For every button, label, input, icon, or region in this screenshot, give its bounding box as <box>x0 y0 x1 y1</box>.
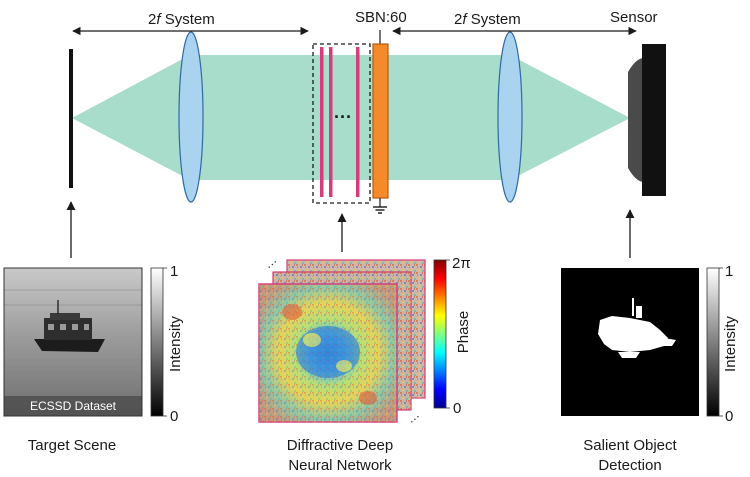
sensor-body <box>642 44 666 196</box>
intensity-colorbar-left: 1 0 Intensity <box>150 263 184 425</box>
phase-stack-dots-top: ··· <box>263 255 281 273</box>
salient-mask-shape <box>598 298 676 358</box>
system-left-label: 2f System <box>148 11 215 28</box>
sensor-face <box>628 58 644 182</box>
phase-colorbar: 2π 0 Phase <box>433 255 472 417</box>
intensity-colorbar-right: 1 0 Intensity <box>706 263 739 425</box>
boat-shape <box>34 300 105 352</box>
intensity-colorbar-left-gradient <box>150 267 164 417</box>
diffractive-mask-2 <box>329 47 333 197</box>
intensity-right-min: 0 <box>725 408 733 425</box>
salient-output-image <box>561 268 699 416</box>
lens-right <box>497 31 523 203</box>
d2nn-caption-line1: Diffractive Deep <box>287 437 393 454</box>
beam-collimated-section <box>190 55 510 180</box>
diffractive-layers: ··· <box>312 43 371 204</box>
sod-caption-line2: Detection <box>598 457 661 474</box>
sbn-crystal <box>372 30 389 214</box>
d2nn-caption-line2: Neural Network <box>288 457 392 474</box>
intensity-right-max: 1 <box>725 263 733 280</box>
dataset-label: ECSSD Dataset <box>30 399 117 413</box>
sensor-label: Sensor <box>610 9 658 26</box>
phase-mask-center-blob <box>282 304 377 405</box>
phase-min: 0 <box>453 400 461 417</box>
diffractive-mask-3 <box>356 47 360 197</box>
crystal-body <box>372 43 389 199</box>
target-plane <box>69 49 73 188</box>
beam-output-cone <box>510 55 630 180</box>
intensity-right-label: Intensity <box>722 316 739 372</box>
target-scene-caption: Target Scene <box>28 437 116 454</box>
sod-caption-line1: Salient Object <box>583 437 677 454</box>
crystal-label: SBN:60 <box>355 9 407 26</box>
intensity-left-min: 0 <box>170 408 178 425</box>
intensity-left-label: Intensity <box>167 316 184 372</box>
phase-mask-stack: ··· ··· <box>258 255 426 428</box>
lens-left <box>178 31 204 203</box>
phase-label: Phase <box>455 311 472 354</box>
intensity-colorbar-right-gradient <box>706 267 720 417</box>
phase-colorbar-gradient <box>433 259 447 409</box>
target-scene-frame <box>3 267 143 417</box>
dataset-caption-strip <box>4 396 142 416</box>
intensity-left-max: 1 <box>170 263 178 280</box>
target-scene-image: ECSSD Dataset <box>3 267 143 417</box>
system-right-label: 2f System <box>454 11 521 28</box>
phase-max: 2π <box>452 255 471 272</box>
diffractive-mask-1 <box>320 47 324 197</box>
target-scene-ripples <box>4 289 142 385</box>
beam-input-cone <box>72 55 190 180</box>
layers-ellipsis: ··· <box>334 107 352 127</box>
diffractive-layers-bounding-box <box>312 43 371 204</box>
sensor-device <box>628 44 666 196</box>
phase-stack-dots-bottom: ··· <box>405 409 423 427</box>
light-beam <box>72 55 630 180</box>
